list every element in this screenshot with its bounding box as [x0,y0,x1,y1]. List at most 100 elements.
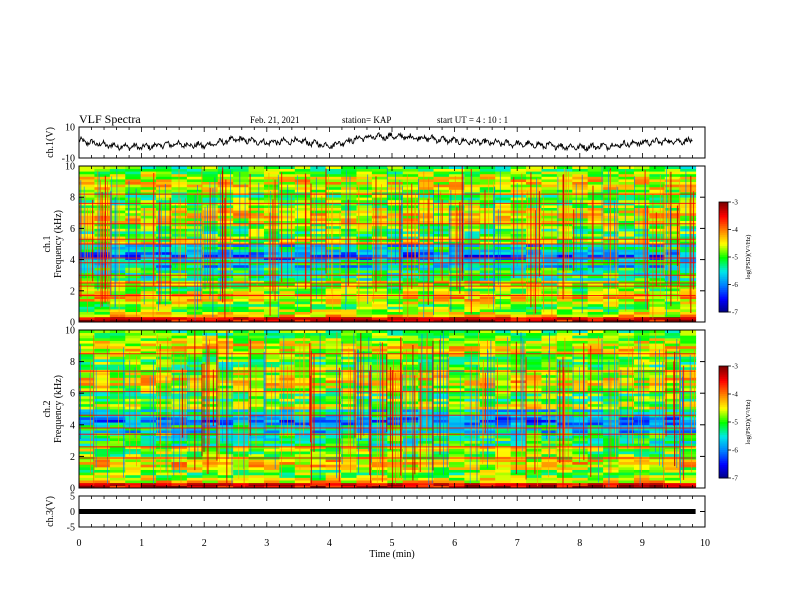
heatmap-cell [495,225,512,229]
heatmap-cell [649,393,666,397]
heatmap-cell [140,254,157,258]
heatmap-cell [495,298,512,302]
heatmap-cell [633,353,650,357]
heatmap-cell [310,207,327,211]
heatmap-cell [433,249,450,253]
heatmap-cell [217,464,234,468]
heatmap-cell [402,173,419,177]
heatmap-cell [109,393,126,397]
heatmap-cell [125,283,142,286]
heatmap-cell [418,267,435,271]
heatmap-cell [371,288,388,292]
heatmap-cell [109,435,126,439]
heatmap-cell [479,184,496,188]
heatmap-cell [587,194,604,198]
heatmap-cell [248,168,265,172]
heatmap-cell [526,443,542,447]
heatmap-cell [433,280,450,284]
heatmap-cell [618,306,635,310]
heatmap-cell [464,228,481,232]
heatmap-cell [464,254,481,258]
heatmap-cell [556,207,573,211]
heatmap-cell [233,277,250,281]
heatmap-cell [248,387,265,391]
heatmap-cell [664,184,681,188]
heatmap-cell [248,186,265,190]
heatmap-cell [125,184,142,188]
heatmap-cell [325,382,342,386]
heatmap-cell [233,464,250,468]
heatmap-cell [248,459,265,463]
heatmap-cell [341,309,357,312]
colorbar-tick-label: -3 [732,199,738,207]
heatmap-cell [495,283,512,286]
heatmap-cell [464,181,481,185]
heatmap-cell [680,443,697,447]
heatmap-cell [186,485,203,489]
heatmap-cell [464,398,481,402]
heatmap-cell [156,283,172,286]
heatmap-cell [125,251,142,255]
heatmap-cell [94,403,111,407]
heatmap-cell [371,316,388,320]
heatmap-cell [294,184,311,188]
heatmap-cell [649,275,666,279]
heatmap-cell [109,293,126,297]
heatmap-cell [618,345,635,349]
heatmap-cell [294,406,311,410]
heatmap-cell [94,427,111,431]
heatmap-cell [510,270,527,273]
heatmap-cell [433,181,450,185]
y-tick-label: 4 [70,255,75,266]
heatmap-cell [495,380,512,384]
heatmap-cell [171,345,188,349]
heatmap-cell [325,466,342,470]
heatmap-cell [171,366,188,370]
heatmap-cell [587,207,604,211]
heatmap-cell [587,238,604,242]
heatmap-cell [156,254,172,258]
heatmap-cell [418,474,435,478]
heatmap-cell [217,377,234,381]
heatmap-cell [526,372,542,376]
heatmap-cell [217,168,234,172]
heatmap-cell [248,251,265,255]
heatmap-cell [109,430,126,434]
heatmap-cell [448,411,465,415]
heatmap-cell [156,472,172,476]
heatmap-cell [171,353,188,357]
colorbar-segment [719,297,728,300]
heatmap-cell [664,272,681,276]
colorbar-segment [719,284,728,287]
heatmap-cell [79,267,95,271]
heatmap-cell [649,249,666,253]
heatmap-cell [418,272,435,276]
heatmap-cell [664,403,681,407]
heatmap-cell [79,469,95,473]
heatmap-cell [664,233,681,237]
heatmap-cell [495,424,512,428]
heatmap-cell [448,189,465,193]
heatmap-cell [310,223,327,227]
heatmap-cell [79,215,95,219]
heatmap-cell [448,184,465,188]
heatmap-cell [664,207,681,211]
heatmap-cell [556,314,573,318]
heatmap-cell [233,181,250,185]
heatmap-cell [495,461,512,465]
y-tick-label: 0 [70,318,75,329]
heatmap-cell [556,251,573,255]
heatmap-cell [464,303,481,307]
heatmap-cell [572,311,589,315]
heatmap-cell [387,319,404,323]
heatmap-cell [418,280,435,284]
heatmap-cell [649,411,666,415]
heatmap-cell [510,474,527,478]
heatmap-cell [248,244,265,247]
heatmap-cell [464,270,481,273]
heatmap-cell [526,430,542,434]
heatmap-cell [202,361,219,365]
heatmap-cell [79,181,95,185]
heatmap-cell [94,459,111,463]
heatmap-cell [248,280,265,284]
